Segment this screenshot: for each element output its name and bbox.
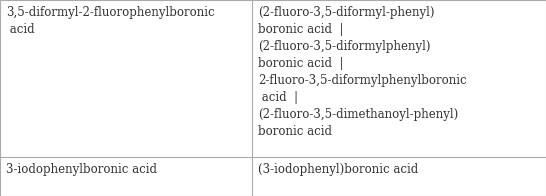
Text: 3,5-diformyl-2-fluorophenylboronic
 acid: 3,5-diformyl-2-fluorophenylboronic acid xyxy=(6,6,215,36)
Text: (3-iodophenyl)boronic acid: (3-iodophenyl)boronic acid xyxy=(258,163,418,176)
Text: (2-fluoro-3,5-diformyl-phenyl)
boronic acid  |
(2-fluoro-3,5-diformylphenyl)
bor: (2-fluoro-3,5-diformyl-phenyl) boronic a… xyxy=(258,6,467,138)
Text: 3-iodophenylboronic acid: 3-iodophenylboronic acid xyxy=(6,163,157,176)
